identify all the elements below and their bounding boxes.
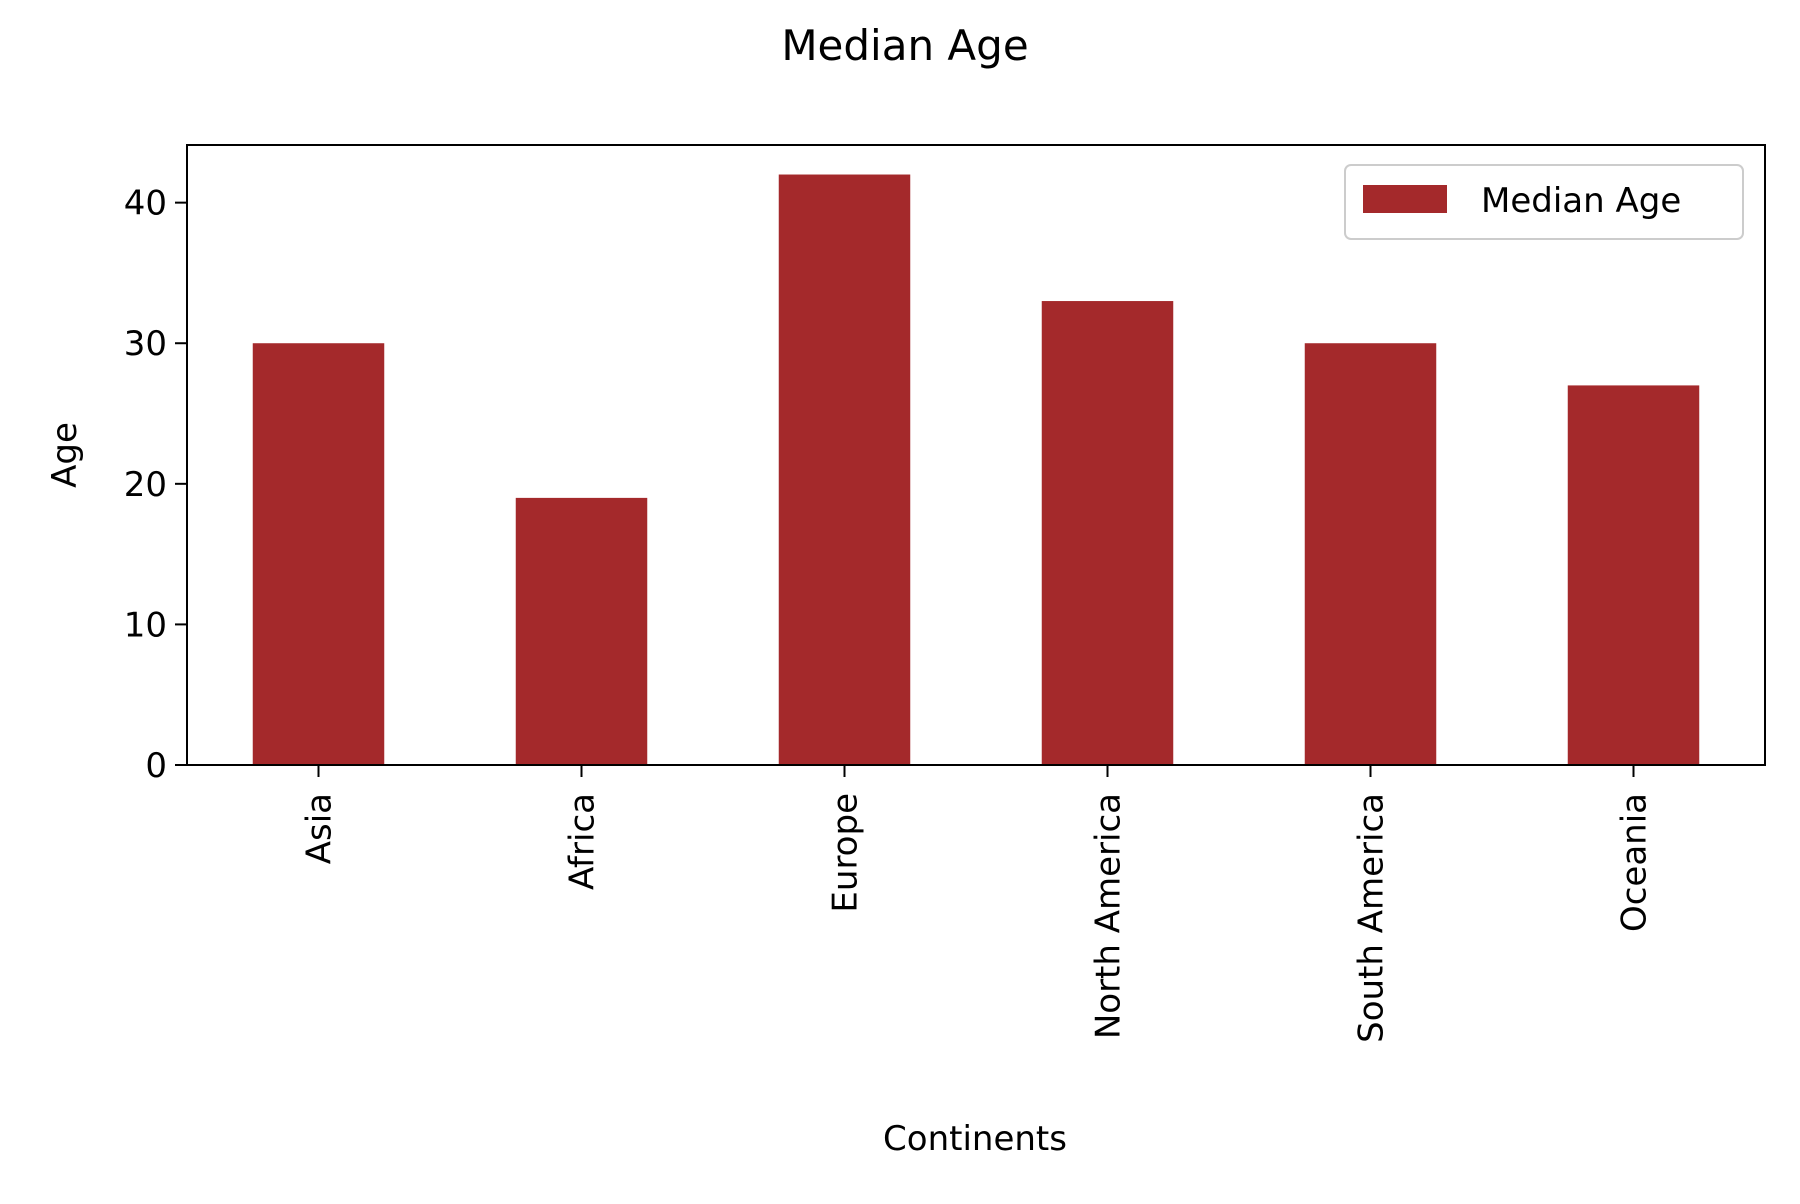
x-axis: Asia Africa Europe North America South Ameri…: [300, 765, 1655, 1043]
bar-north-america: [1041, 301, 1174, 765]
x-tick-label-south-america: South America: [1352, 793, 1392, 1043]
x-tick-label-africa: Africa: [563, 793, 603, 890]
y-tick-label: 0: [145, 746, 167, 786]
x-tick-label-oceania: Oceania: [1615, 793, 1655, 932]
plot-frame: [186, 144, 1766, 766]
legend: Median Age: [1344, 164, 1744, 240]
y-tick-label: 20: [124, 465, 167, 505]
y-tick-label: 40: [124, 184, 167, 224]
x-tick-label-asia: Asia: [300, 793, 340, 864]
legend-swatch: [1363, 185, 1447, 213]
bar-europe: [778, 174, 911, 765]
bar-africa: [515, 497, 648, 765]
chart-title: Median Age: [781, 21, 1028, 70]
legend-box: [1344, 164, 1744, 240]
bar-asia: [252, 343, 385, 765]
x-axis-label: Continents: [883, 1119, 1067, 1159]
y-axis-label: Age: [45, 422, 85, 488]
bar-south-america: [1304, 343, 1437, 765]
x-tick-label-europe: Europe: [826, 793, 866, 913]
y-tick-label: 10: [124, 605, 167, 645]
x-tick-label-north-america: North America: [1089, 793, 1129, 1039]
bar-oceania: [1567, 385, 1700, 765]
y-tick-label: 30: [124, 324, 167, 364]
y-axis: 0 10 20 30 40: [124, 184, 187, 786]
legend-label: Median Age: [1481, 181, 1681, 221]
bars-layer: [252, 174, 1700, 765]
